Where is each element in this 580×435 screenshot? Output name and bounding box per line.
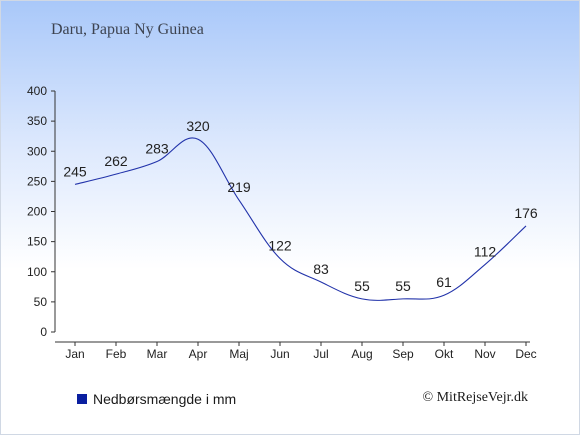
x-tick-label: Jun [270,347,289,361]
credit-text: © MitRejseVejr.dk [422,390,528,405]
data-label: 122 [268,237,292,253]
x-tick-label: Jul [313,347,328,361]
y-tick-label: 100 [27,265,47,279]
data-label: 245 [63,163,87,179]
x-tick-label: Feb [106,347,127,361]
data-label: 83 [313,261,329,277]
x-tick-label: Dec [515,347,536,361]
data-label: 55 [395,278,411,294]
legend-swatch [77,394,87,404]
y-tick-label: 150 [27,235,47,249]
x-tick-label: Nov [474,347,495,361]
legend-label: Nedbørsmængde i mm [93,391,237,407]
x-tick-label: Jan [65,347,84,361]
x-tick-label: Maj [229,347,248,361]
y-tick-label: 400 [27,84,47,98]
data-label: 112 [474,244,497,260]
x-tick-label: Sep [392,347,414,361]
data-label: 283 [145,140,169,156]
data-label: 262 [104,153,128,169]
data-label: 219 [227,179,251,195]
data-label: 320 [186,118,210,134]
x-tick-label: Aug [351,347,372,361]
y-tick-label: 0 [40,325,47,339]
y-tick-label: 250 [27,174,47,188]
y-tick-label: 300 [27,144,47,158]
series-line [74,137,527,301]
y-tick-label: 200 [27,205,47,219]
y-tick-label: 350 [27,114,47,128]
data-label: 55 [354,278,370,294]
data-label: 61 [436,274,452,290]
x-tick-label: Apr [189,347,208,361]
x-tick-label: Okt [435,347,454,361]
data-label: 176 [514,205,538,221]
chart-title: Daru, Papua Ny Guinea [51,21,204,38]
y-tick-label: 50 [34,295,48,309]
legend: Nedbørsmængde i mm [77,391,236,407]
x-tick-label: Mar [147,347,168,361]
